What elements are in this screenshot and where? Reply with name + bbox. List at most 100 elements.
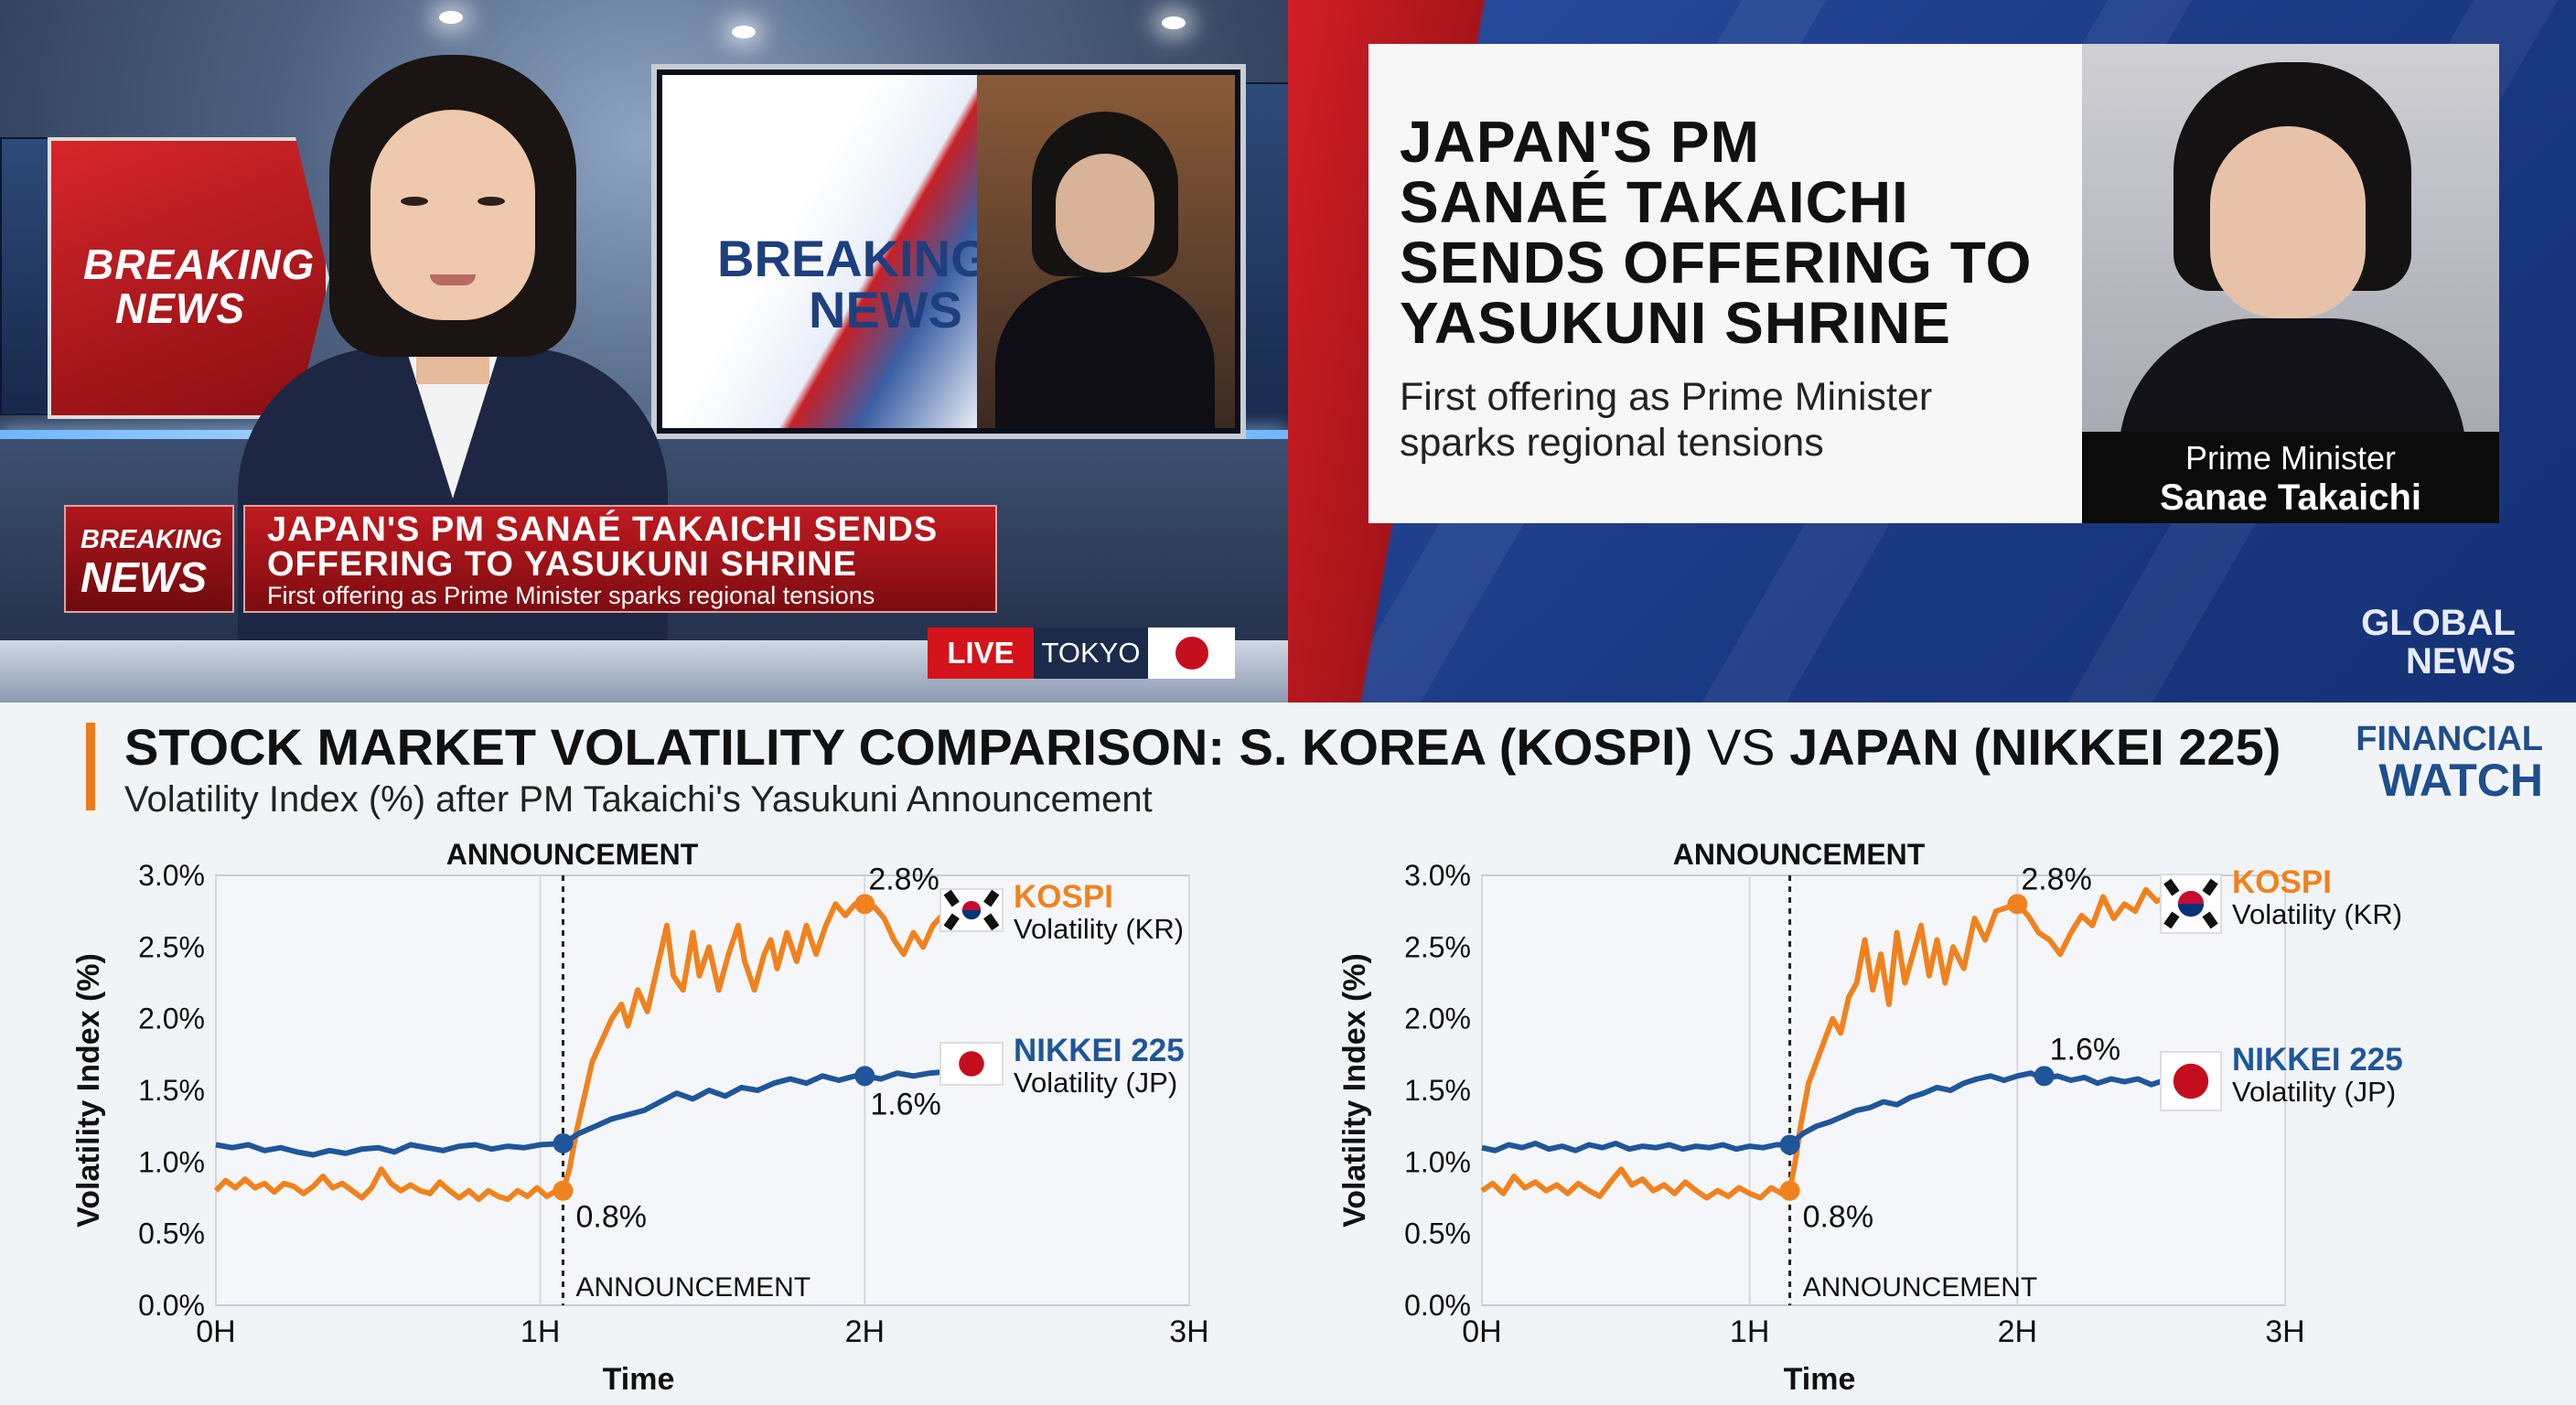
y-tick-label: 0.5% [1404,1217,1471,1250]
y-tick-label: 2.5% [1404,930,1471,963]
lower-third-headline-box: JAPAN'S PM SANAÉ TAKAICHI SENDS OFFERING… [243,505,997,613]
lower-third-tag-line-1: BREAKING [80,525,222,554]
y-axis-label: Volatility Index (%) [1337,953,1372,1228]
data-label: 2.8% [2021,862,2092,896]
nikkei-highlight-point [553,1132,574,1153]
title-accent-bar [86,723,95,810]
announcement-top-label: ANNOUNCEMENT [1673,838,1926,871]
ceiling-light [439,11,463,24]
monitor-portrait [977,75,1235,428]
y-axis-label: Volatility Index (%) [71,953,106,1228]
x-tick-label: 2H [845,1314,885,1349]
financial-watch-line-1: FINANCIAL [2356,720,2543,758]
ceiling-light [732,26,756,38]
card-headline-4: YASUKUNI SHRINE [1400,290,1951,356]
y-tick-label: 1.0% [138,1145,205,1178]
x-axis-label: Time [603,1362,675,1397]
breaking-news-sign: BREAKING NEWS [48,137,329,419]
y-tick-label: 2.0% [1404,1003,1471,1035]
studio-video-panel: BREAKING NEWS BREAKING NEWS BREAKING [0,0,1288,702]
caption-name: Sanae Takaichi [2159,477,2422,518]
market-subtitle: Volatility Index (%) after PM Takaichi's… [124,779,1153,820]
announcement-bottom-label: ANNOUNCEMENT [1803,1272,2038,1303]
studio-wall-screen [1244,82,1288,452]
nikkei-highlight-point [854,1066,875,1087]
korea-flag-trigram [2163,911,2180,929]
x-tick-label: 3H [1169,1314,1208,1349]
market-title-part-2: JAPAN (NIKKEI 225) [1775,718,2281,776]
global-news-logo: GLOBAL NEWS [2324,604,2516,681]
lower-third: BREAKING NEWS JAPAN'S PM SANAÉ TAKAICHI … [64,505,997,613]
kospi-highlight-point [553,1180,574,1201]
nikkei-line [1481,1070,2219,1153]
kospi-legend-name: KOSPI [2232,864,2332,900]
data-label: 0.8% [1803,1200,1874,1235]
kospi-legend-sub: Volatility (KR) [2232,898,2402,930]
y-tick-label: 2.5% [138,930,205,963]
market-title-part-1: STOCK MARKET VOLATILITY COMPARISON: S. K… [124,718,1707,776]
monitor-graphic: BREAKING NEWS [662,75,992,428]
x-tick-label: 1H [1730,1314,1769,1349]
nikkei-line [215,1068,947,1158]
kospi-highlight-point [1779,1180,1800,1201]
sign-line-1: BREAKING [83,241,316,288]
korea-flag-trigram [943,913,960,931]
y-tick-label: 1.5% [138,1074,205,1107]
data-label: 1.6% [2050,1032,2121,1067]
lower-third-tag: BREAKING NEWS [64,505,234,613]
live-badge: LIVE [928,627,1034,679]
financial-watch-logo: FINANCIAL WATCH [2342,721,2543,803]
nikkei-legend-sub: Volatility (JP) [1014,1067,1177,1099]
x-tick-label: 0H [1462,1314,1501,1349]
card-headline-3: SENDS OFFERING TO [1400,230,2033,295]
card-headline-1: JAPAN'S PM [1400,109,1760,175]
nikkei-legend-name: NIKKEI 225 [1014,1033,1185,1068]
location-label: TOKYO [1034,627,1148,679]
lower-third-subline: First offering as Prime Minister sparks … [267,582,875,609]
data-label: 0.8% [575,1200,647,1235]
nikkei-legend-sub: Volatility (JP) [2232,1076,2396,1108]
card-subline-2: sparks regional tensions [1400,421,1824,465]
market-title-vs: VS [1706,718,1776,776]
x-tick-label: 2H [1998,1314,2037,1349]
lower-third-headline-2: OFFERING TO YASUKUNI SHRINE [267,545,857,584]
y-tick-label: 0.5% [138,1217,205,1250]
data-label: 1.6% [870,1087,940,1121]
lower-third-headline-1: JAPAN'S PM SANAÉ TAKAICHI SENDS [267,510,939,549]
volatility-chart-left: 0H 1H 2H 3H 0.0% 0.5% 1.0% 1.5% 2.0% 2.5% 3.0% Time… [71,838,1209,1397]
y-tick-label: 1.0% [1404,1145,1471,1178]
y-tick-label: 0.0% [1404,1289,1471,1322]
korea-flag-trigram [983,889,1000,907]
korea-flag-trigram [983,913,1000,931]
kospi-legend-sub: Volatility (KR) [1014,913,1184,945]
announcement-top-label: ANNOUNCEMENT [446,838,699,871]
ceiling-light [1162,16,1186,29]
x-tick-label: 0H [196,1314,235,1349]
announcement-bottom-label: ANNOUNCEMENT [575,1272,810,1303]
card-headline-2: SANAÉ TAKAICHI [1400,169,1909,235]
volatility-chart-right: 0H 1H 2H 3H 0.0% 0.5% 1.0% 1.5% 2.0% 2.5% 3.0% Time… [1337,838,2403,1397]
nikkei-highlight-point [1779,1134,1800,1155]
nikkei-legend-name: NIKKEI 225 [2232,1042,2403,1078]
y-tick-label: 3.0% [138,859,205,892]
market-title: STOCK MARKET VOLATILITY COMPARISON: S. K… [124,717,2281,777]
kospi-legend-name: KOSPI [1014,879,1113,915]
y-tick-label: 2.0% [138,1003,205,1035]
global-news-line-2: NEWS [2406,641,2516,681]
x-tick-label: 1H [521,1314,560,1349]
kospi-line [213,901,949,1203]
korea-flag-trigram [2202,878,2218,896]
global-news-line-1: GLOBAL [2361,603,2516,643]
financial-watch-line-2: WATCH [2378,755,2543,806]
monitor-line-2: NEWS [809,281,962,338]
card-subline-1: First offering as Prime Minister [1400,375,1933,419]
data-label: 2.8% [868,862,939,896]
korea-flag-trigram [2202,911,2218,929]
headline-card: JAPAN'S PM SANAÉ TAKAICHI SENDS OFFERING… [1368,44,2082,523]
monitor-line-1: BREAKING [717,230,991,287]
japan-flag-sun [959,1051,984,1077]
lower-third-tag-line-2: NEWS [80,553,207,601]
sign-line-2: NEWS [115,284,245,332]
caption-role: Prime Minister [2184,439,2397,477]
korea-flag-taegeuk-blue [2177,904,2205,917]
